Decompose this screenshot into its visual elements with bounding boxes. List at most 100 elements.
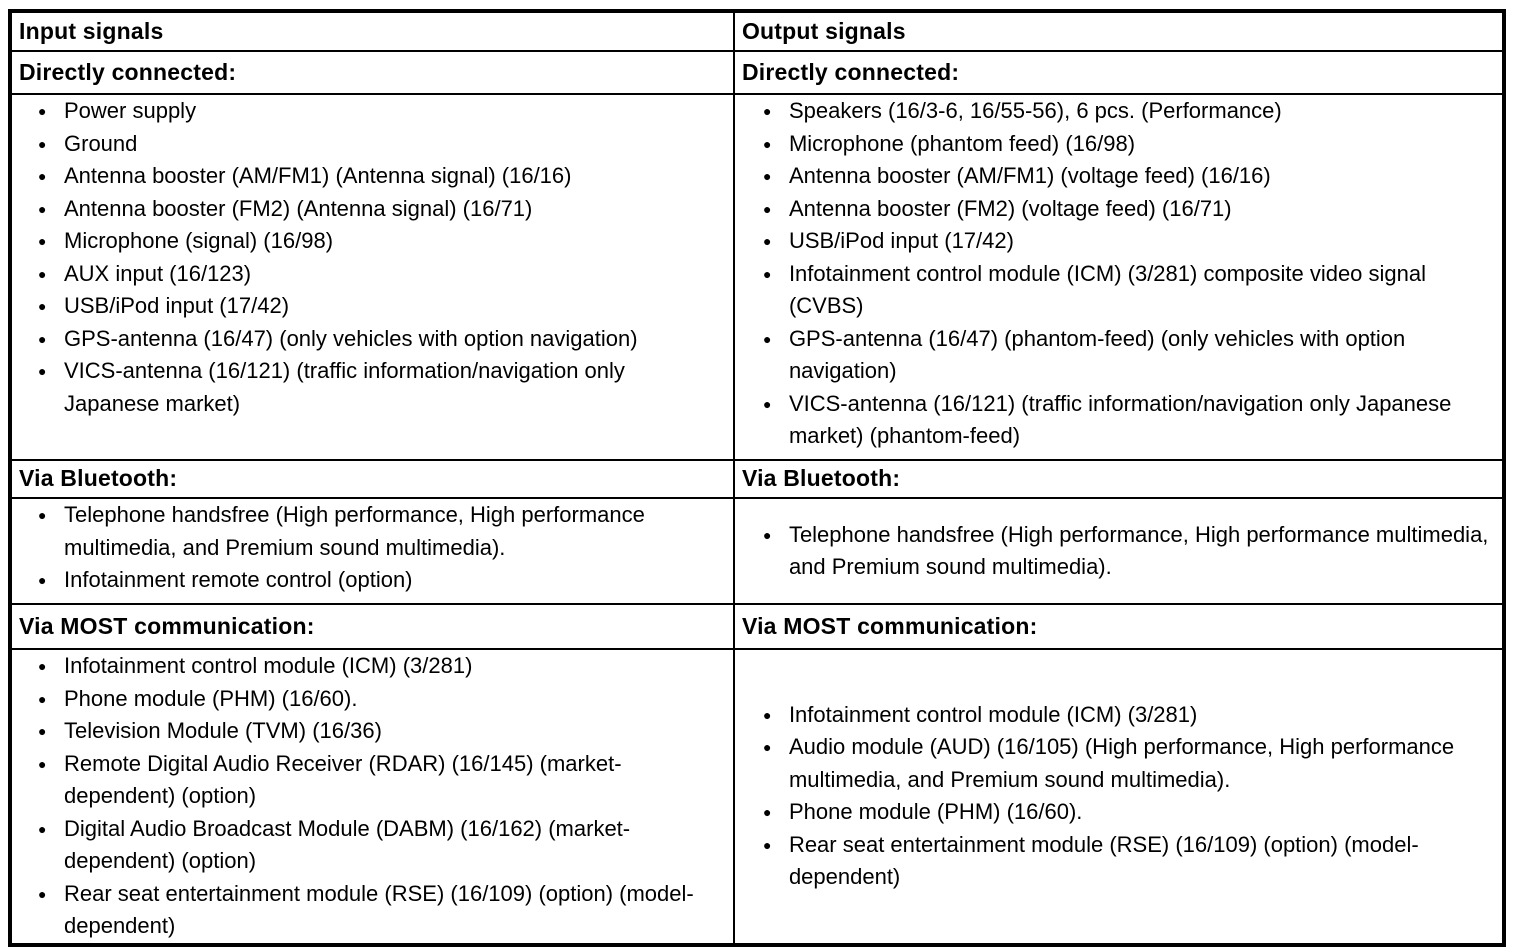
output-directly-connected-cell: ● Speakers (16/3-6, 16/55-56), 6 pcs. (Pe… (732, 93, 1506, 461)
bullet-icon: ● (38, 233, 47, 249)
list-item: ● Phone module (PHM) (16/60). (38, 683, 725, 716)
via-bluetooth-content-row: ● Telephone handsfree (High performance, … (9, 497, 1506, 605)
input-via-bluetooth-list: ● Telephone handsfree (High performance, … (12, 500, 732, 597)
bullet-icon: ● (762, 168, 772, 184)
list-item: ● Telephone handsfree (High performance, … (38, 500, 725, 564)
list-item: ● Infotainment control module (ICM) (3/28… (38, 651, 725, 683)
output-via-most-list: ● Infotainment control module (ICM) (3/28… (736, 699, 1502, 894)
item-text: USB/iPod input (17/42) (64, 293, 290, 318)
item-text: Ground (64, 130, 138, 156)
section-title-output-directly-connected: Directly connected: (732, 50, 1506, 95)
bullet-icon: ● (762, 395, 772, 412)
bullet-icon: ● (38, 572, 47, 588)
item-text: Antenna booster (FM2) (Antenna signal) (… (64, 195, 533, 221)
bullet-icon: ● (762, 200, 772, 217)
input-directly-connected-list: ● Power supply ● Ground ● Antenna booster (… (12, 96, 732, 420)
list-item: ● Infotainment remote control (option) (38, 564, 725, 597)
bullet-icon: ● (38, 723, 47, 739)
item-text: Infotainment control module (ICM) (3/281… (788, 260, 1427, 319)
output-directly-connected-list: ● Speakers (16/3-6, 16/55-56), 6 pcs. (Pe… (736, 96, 1502, 453)
item-text: Rear seat entertainment module (RSE) (16… (788, 831, 1419, 890)
output-via-bluetooth-list: ● Telephone handsfree (High performance, … (736, 519, 1502, 584)
bullet-icon: ● (38, 330, 47, 347)
item-text: GPS-antenna (16/47) (only vehicles with … (64, 325, 638, 351)
item-text: Power supply (64, 98, 197, 123)
item-text: Infotainment control module (ICM) (3/281… (64, 653, 473, 678)
list-item: ● Remote Digital Audio Receiver (RDAR) (1… (38, 748, 725, 813)
list-item: ● VICS-antenna (16/121) (traffic informat… (38, 355, 725, 420)
item-text: Infotainment remote control (option) (64, 567, 413, 592)
list-item: ● USB/iPod input (17/42) (38, 290, 725, 323)
bullet-icon: ● (762, 706, 772, 723)
list-item: ● Antenna booster (FM2) (voltage feed) (1… (763, 193, 1494, 226)
item-text: VICS-antenna (16/121) (traffic informati… (64, 358, 625, 416)
bullet-icon: ● (762, 804, 772, 821)
bullet-icon: ● (38, 690, 47, 707)
item-text: AUX input (16/123) (64, 260, 252, 286)
section-title-output-via-bluetooth: Via Bluetooth: (732, 459, 1506, 499)
section-title-input-directly-connected: Directly connected: (9, 50, 735, 95)
item-text: Audio module (AUD) (16/105) (High perfor… (788, 734, 1455, 792)
bullet-icon: ● (38, 200, 47, 217)
input-via-bluetooth-cell: ● Telephone handsfree (High performance, … (9, 497, 735, 605)
input-via-most-list: ● Infotainment control module (ICM) (3/28… (12, 651, 732, 943)
section-title-output-via-most: Via MOST communication: (732, 603, 1506, 650)
list-item: ● AUX input (16/123) (38, 258, 725, 291)
bullet-icon: ● (762, 135, 772, 152)
section-title-row-via-most: Via MOST communication: Via MOST communi… (9, 603, 1506, 650)
header-cell-output-signals: Output signals (732, 10, 1506, 52)
bullet-icon: ● (38, 103, 47, 119)
list-item: ● GPS-antenna (16/47) (phantom-feed) (onl… (763, 323, 1494, 388)
bullet-icon: ● (38, 298, 47, 314)
list-item: ● Television Module (TVM) (16/36) (38, 715, 725, 748)
list-item: ● Microphone (signal) (16/98) (38, 225, 725, 258)
item-text: Television Module (TVM) (16/36) (64, 718, 382, 743)
bullet-icon: ● (38, 755, 47, 772)
bullet-icon: ● (762, 739, 772, 756)
output-via-bluetooth-cell: ● Telephone handsfree (High performance, … (732, 497, 1506, 605)
bullet-icon: ● (762, 526, 772, 543)
list-item: ● VICS-antenna (16/121) (traffic informat… (763, 388, 1494, 453)
item-text: Digital Audio Broadcast Module (DABM) (1… (64, 815, 631, 874)
input-directly-connected-cell: ● Power supply ● Ground ● Antenna booster (… (9, 93, 735, 461)
list-item: ● Telephone handsfree (High performance, … (763, 519, 1494, 584)
list-item: ● Speakers (16/3-6, 16/55-56), 6 pcs. (Pe… (762, 96, 1494, 128)
bullet-icon: ● (762, 265, 772, 282)
item-text: Infotainment control module (ICM) (3/281… (788, 701, 1198, 727)
item-text: Phone module (PHM) (16/60). (64, 685, 358, 711)
bullet-icon: ● (38, 885, 47, 902)
item-text: Telephone handsfree (High performance, H… (64, 502, 645, 560)
item-text: Microphone (phantom feed) (16/98) (788, 130, 1136, 156)
list-item: ● Digital Audio Broadcast Module (DABM) (… (38, 813, 725, 878)
item-text: Phone module (PHM) (16/60). (788, 799, 1083, 825)
input-via-most-cell: ● Infotainment control module (ICM) (3/28… (9, 648, 735, 946)
list-item: ● Infotainment control module (ICM) (3/28… (763, 258, 1494, 323)
list-item: ● Rear seat entertainment module (RSE) (1… (38, 878, 725, 943)
list-item: ● Rear seat entertainment module (RSE) (1… (763, 829, 1494, 894)
section-title-input-via-bluetooth: Via Bluetooth: (9, 459, 735, 499)
output-via-most-cell: ● Infotainment control module (ICM) (3/28… (732, 648, 1506, 946)
via-most-content-row: ● Infotainment control module (ICM) (3/28… (9, 648, 1506, 946)
item-text: Antenna booster (FM2) (voltage feed) (16… (788, 195, 1232, 221)
item-text: Speakers (16/3-6, 16/55-56), 6 pcs. (Per… (788, 98, 1282, 123)
bullet-icon: ● (38, 135, 47, 152)
list-item: ● GPS-antenna (16/47) (only vehicles with… (38, 323, 725, 356)
item-text: Antenna booster (AM/FM1) (voltage feed) … (788, 163, 1271, 188)
bullet-icon: ● (38, 820, 47, 837)
item-text: Remote Digital Audio Receiver (RDAR) (16… (64, 750, 622, 809)
bullet-icon: ● (38, 658, 47, 674)
bullet-icon: ● (38, 507, 47, 523)
list-item: ● Antenna booster (AM/FM1) (Antenna signa… (38, 160, 725, 193)
section-title-row-via-bluetooth: Via Bluetooth: Via Bluetooth: (9, 459, 1506, 499)
item-text: VICS-antenna (16/121) (traffic informati… (788, 390, 1452, 449)
item-text: Telephone handsfree (High performance, H… (788, 521, 1489, 580)
header-cell-input-signals: Input signals (9, 10, 735, 52)
list-item: ● Infotainment control module (ICM) (3/28… (763, 699, 1494, 732)
item-text: GPS-antenna (16/47) (phantom-feed) (only… (788, 325, 1406, 384)
item-text: Antenna booster (AM/FM1) (Antenna signal… (64, 163, 572, 188)
item-text: Rear seat entertainment module (RSE) (16… (64, 880, 694, 939)
bullet-icon: ● (38, 265, 47, 282)
bullet-icon: ● (762, 103, 772, 119)
bullet-icon: ● (38, 363, 47, 379)
